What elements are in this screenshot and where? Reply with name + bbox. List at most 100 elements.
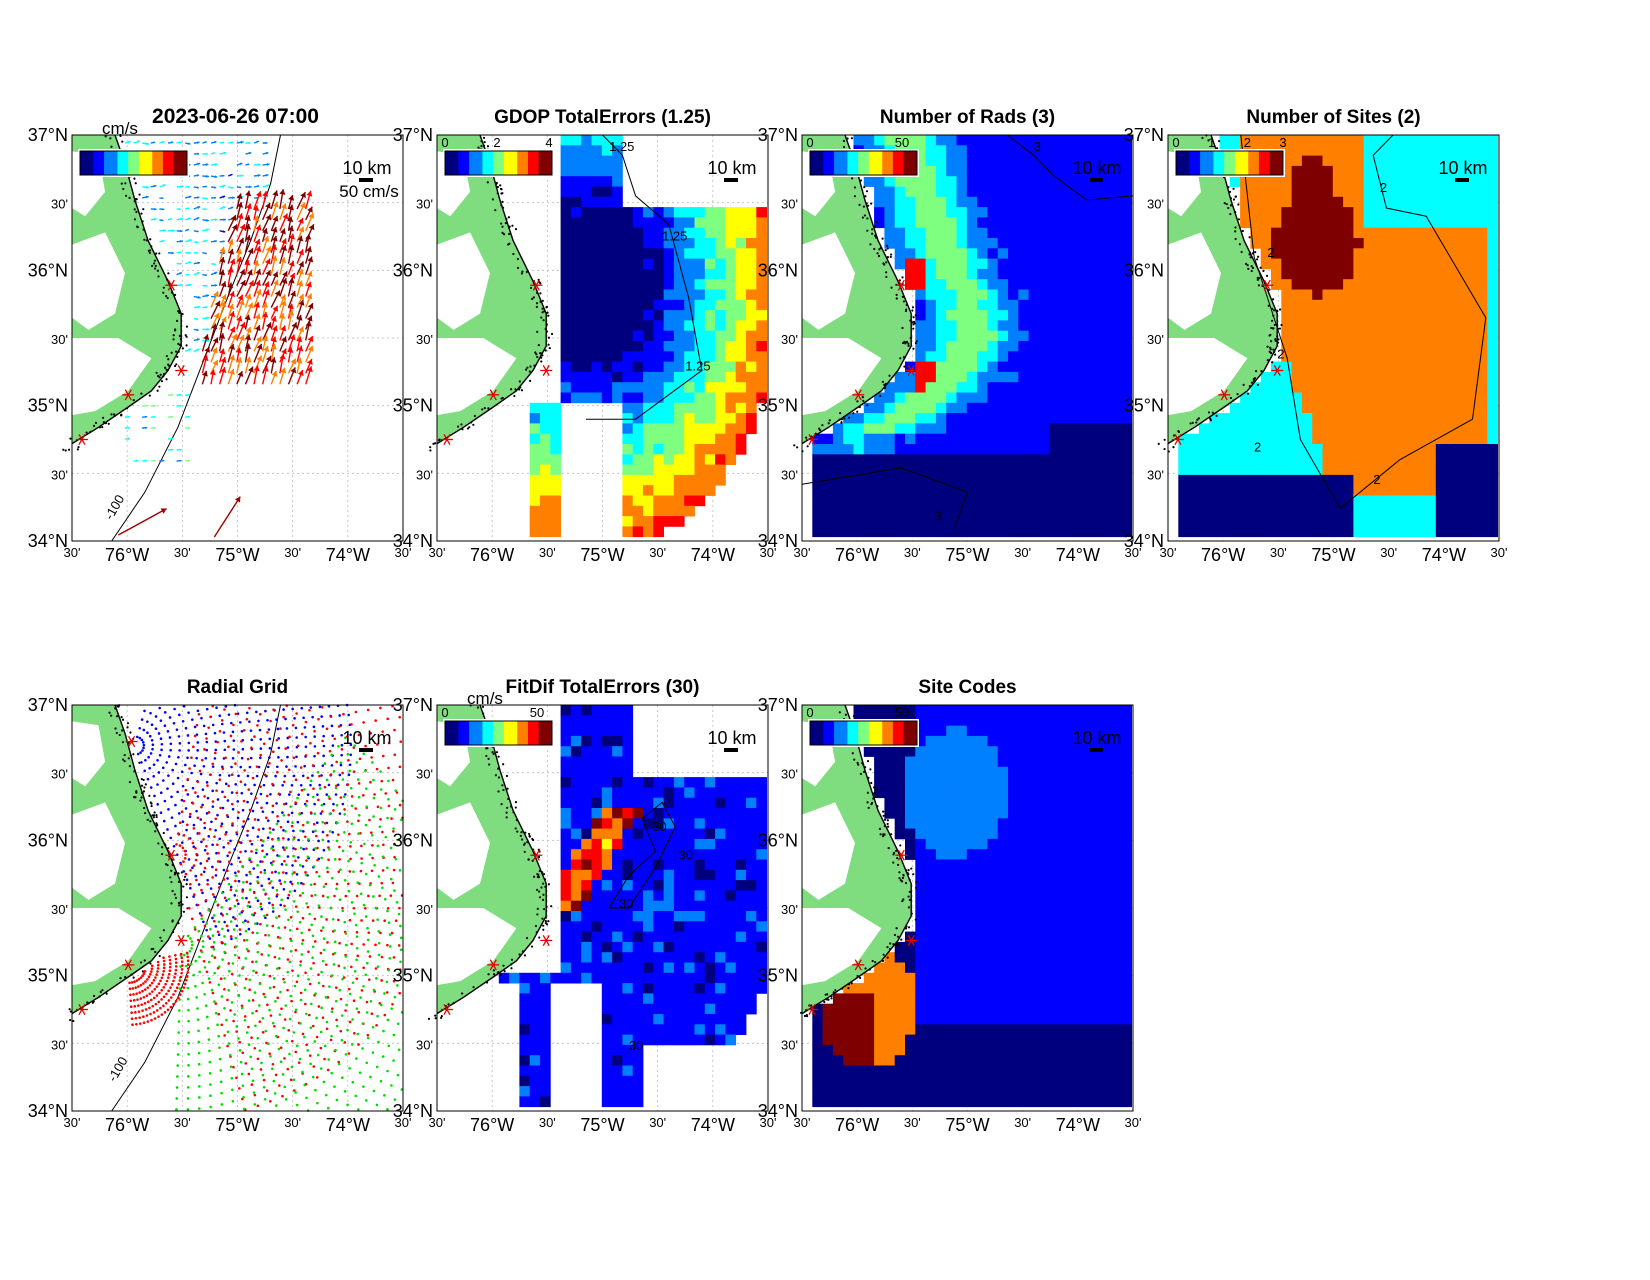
data-cell [561, 351, 572, 362]
coast-dot [500, 188, 502, 190]
radial-grid-point [194, 875, 197, 878]
data-cell [643, 372, 654, 383]
radial-grid-point [278, 747, 281, 750]
radial-grid-point [293, 717, 296, 720]
data-cell [1487, 434, 1498, 445]
data-cell [1436, 485, 1447, 496]
data-cell [530, 454, 541, 465]
data-cell [1405, 290, 1416, 301]
data-cell [1456, 341, 1467, 352]
data-cell [1446, 434, 1457, 445]
data-cell [1292, 228, 1303, 239]
radial-grid-point [214, 829, 217, 832]
coast-dot [157, 270, 159, 272]
coast-dot [888, 375, 890, 377]
colorbar-tick-label: 0 [806, 135, 813, 150]
data-cell [1395, 434, 1406, 445]
radial-grid-point [217, 930, 220, 933]
data-cell [998, 362, 1009, 373]
radial-grid-point [281, 784, 284, 787]
data-cell [622, 496, 633, 507]
data-cell [1436, 506, 1447, 517]
data-cell [926, 351, 937, 362]
data-cell [725, 454, 736, 465]
data-cell [874, 413, 885, 424]
data-cell [1261, 516, 1272, 527]
coast-dot [1208, 411, 1210, 413]
radial-grid-point [200, 717, 203, 720]
data-cell [998, 320, 1009, 331]
coast-dot [862, 396, 864, 398]
data-cell [977, 290, 988, 301]
coast-dot [885, 271, 887, 273]
colorbar-tick-label: 1 [1208, 135, 1215, 150]
data-cell [1261, 506, 1272, 517]
data-cell [884, 526, 895, 537]
data-cell [1049, 279, 1060, 290]
data-cell [1292, 310, 1303, 321]
data-cell [1323, 341, 1334, 352]
data-cell [571, 310, 582, 321]
data-cell [936, 413, 947, 424]
radial-grid-point [212, 724, 215, 727]
radial-grid-point [248, 928, 251, 931]
data-cell [854, 434, 865, 445]
data-cell [1039, 207, 1050, 218]
data-cell [705, 423, 716, 434]
coast-dot [513, 395, 515, 397]
coast-dot [144, 959, 146, 961]
data-cell [1281, 217, 1292, 228]
data-cell [946, 217, 957, 228]
data-cell [633, 403, 644, 414]
data-cell [1121, 434, 1132, 445]
data-cell [1101, 228, 1112, 239]
data-cell [1049, 351, 1060, 362]
data-cell [1049, 444, 1060, 455]
data-cell [1018, 516, 1029, 527]
data-cell [1467, 506, 1478, 517]
data-cell [1039, 382, 1050, 393]
data-cell [1070, 403, 1081, 414]
data-cell [1374, 331, 1385, 342]
data-cell [1384, 156, 1395, 167]
data-cell [864, 485, 875, 496]
data-cell [664, 372, 675, 383]
radial-grid-point [331, 734, 334, 737]
data-cell [561, 228, 572, 239]
data-cell [540, 465, 551, 476]
data-cell [967, 423, 978, 434]
data-cell [1426, 444, 1437, 455]
radial-grid-point [234, 783, 237, 786]
data-cell [1353, 207, 1364, 218]
data-cell [1353, 516, 1364, 527]
data-cell [561, 197, 572, 208]
data-cell [1487, 207, 1498, 218]
data-cell [1018, 351, 1029, 362]
data-cell [1323, 526, 1334, 537]
data-cell [653, 248, 664, 259]
radial-grid-point [193, 764, 196, 767]
radial-grid-point [237, 870, 240, 873]
data-cell [1456, 403, 1467, 414]
data-cell [823, 526, 834, 537]
data-cell [957, 197, 968, 208]
radial-grid-point [262, 810, 265, 813]
data-cell [1343, 382, 1354, 393]
data-cell [1323, 372, 1334, 383]
data-cell [1008, 434, 1019, 445]
radial-grid-point [158, 771, 161, 774]
data-cell [581, 382, 592, 393]
radial-grid-point [226, 854, 229, 857]
data-cell [1395, 516, 1406, 527]
data-cell [653, 362, 664, 373]
data-cell [1395, 403, 1406, 414]
data-cell [1343, 248, 1354, 259]
coast-dot [133, 796, 135, 798]
data-cell [1343, 187, 1354, 198]
radial-grid-point [259, 729, 262, 732]
data-cell [1364, 176, 1375, 187]
data-cell [684, 434, 695, 445]
data-cell [926, 238, 937, 249]
data-cell [1008, 475, 1019, 486]
data-cell [664, 423, 675, 434]
